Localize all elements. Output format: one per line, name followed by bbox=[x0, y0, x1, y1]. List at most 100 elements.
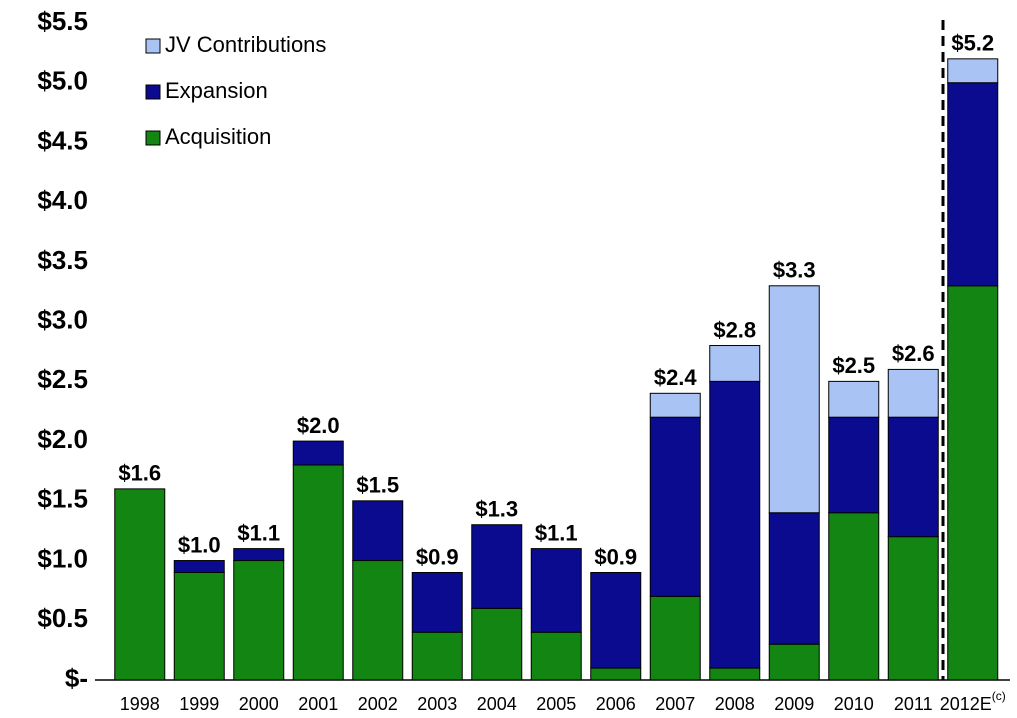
total-label: $2.4 bbox=[654, 365, 698, 390]
legend-label: Acquisition bbox=[165, 124, 271, 149]
bar-segment bbox=[828, 512, 880, 681]
total-label: $1.5 bbox=[356, 473, 399, 498]
y-tick-label: $2.0 bbox=[37, 424, 88, 454]
category: 1999 bbox=[179, 694, 219, 714]
bar-segment bbox=[768, 643, 820, 681]
bar-segment bbox=[530, 548, 582, 633]
x-tick-label: 2006 bbox=[596, 694, 636, 714]
bar-segment bbox=[173, 571, 225, 681]
legend-label: Expansion bbox=[165, 78, 268, 103]
total-label: $1.6 bbox=[118, 461, 161, 486]
bar-segment bbox=[649, 416, 701, 597]
x-tick-label: 2003 bbox=[417, 694, 457, 714]
bar-segment bbox=[471, 524, 523, 609]
x-tick-label: 2001 bbox=[298, 694, 338, 714]
category: 2008 bbox=[715, 694, 755, 714]
category: 2005 bbox=[536, 694, 576, 714]
category: 1998 bbox=[120, 694, 160, 714]
bar-segment bbox=[292, 440, 344, 466]
bar-segment bbox=[887, 368, 939, 418]
total-label: $3.3 bbox=[773, 258, 816, 283]
x-tick-label: 2002 bbox=[358, 694, 398, 714]
bar-segment bbox=[590, 667, 642, 681]
legend-label: JV Contributions bbox=[165, 32, 326, 57]
category: 2003 bbox=[417, 694, 457, 714]
x-tick-label: 2010 bbox=[834, 694, 874, 714]
y-tick-label: $3.0 bbox=[37, 305, 88, 335]
total-label: $1.1 bbox=[237, 520, 280, 545]
legend-swatch bbox=[145, 130, 161, 146]
x-tick-label: 2007 bbox=[655, 694, 695, 714]
total-label: $2.8 bbox=[713, 317, 756, 342]
total-label: $0.9 bbox=[594, 544, 637, 569]
bar-segment bbox=[173, 560, 225, 573]
y-tick-label: $3.5 bbox=[37, 245, 88, 275]
bar-segment bbox=[709, 345, 761, 382]
bar-segment bbox=[590, 571, 642, 669]
x-tick-label: 2011 bbox=[894, 694, 933, 714]
bar-segment bbox=[649, 392, 701, 418]
category: 2001 bbox=[298, 694, 338, 714]
total-label: $1.3 bbox=[475, 497, 518, 522]
bar-segment bbox=[233, 560, 285, 681]
bar-segment bbox=[828, 380, 880, 418]
bar-segment bbox=[233, 548, 285, 562]
x-tick-label: 2000 bbox=[239, 694, 279, 714]
y-tick-label: $4.5 bbox=[37, 125, 88, 155]
y-tick-label: $1.5 bbox=[37, 484, 88, 514]
total-label: $0.9 bbox=[416, 544, 459, 569]
bar-segment bbox=[828, 416, 880, 514]
bar-segment bbox=[709, 380, 761, 669]
bar-segment bbox=[471, 607, 523, 681]
category: 2007 bbox=[655, 694, 695, 714]
bar-segment bbox=[947, 58, 999, 84]
bar-segment bbox=[887, 536, 939, 681]
category-superscript: (c) bbox=[992, 689, 1006, 703]
total-label: $2.0 bbox=[297, 413, 340, 438]
bar-segment bbox=[768, 512, 820, 645]
bar-segment bbox=[411, 571, 463, 633]
legend-swatch bbox=[145, 84, 161, 100]
bar-segment bbox=[887, 416, 939, 538]
y-tick-label: $- bbox=[65, 663, 88, 693]
category: 2010 bbox=[834, 694, 874, 714]
total-label: $2.5 bbox=[832, 353, 875, 378]
bar-segment bbox=[947, 285, 999, 681]
y-tick-label: $4.0 bbox=[37, 185, 88, 215]
x-tick-label: 2005 bbox=[536, 694, 576, 714]
bar-segment bbox=[352, 560, 404, 681]
category: 2009 bbox=[774, 694, 814, 714]
bar-segment bbox=[292, 464, 344, 681]
bar-segment bbox=[768, 285, 820, 514]
x-tick-label: 1998 bbox=[120, 694, 160, 714]
category: 2004 bbox=[477, 694, 517, 714]
total-label: $1.0 bbox=[178, 532, 221, 557]
category: 2012E bbox=[940, 694, 992, 714]
y-tick-label: $5.5 bbox=[37, 6, 88, 36]
x-tick-label: 1999 bbox=[179, 694, 219, 714]
category: 2000 bbox=[239, 694, 279, 714]
y-tick-label: $5.0 bbox=[37, 66, 88, 96]
bar-segment bbox=[114, 488, 166, 681]
total-label: $2.6 bbox=[892, 341, 935, 366]
x-tick-label: 2004 bbox=[477, 694, 517, 714]
category: 2006 bbox=[596, 694, 636, 714]
category: 2002 bbox=[358, 694, 398, 714]
y-tick-label: $1.0 bbox=[37, 543, 88, 573]
total-label: $1.1 bbox=[535, 520, 578, 545]
x-tick-label: 2008 bbox=[715, 694, 755, 714]
category: 2011 bbox=[894, 694, 933, 714]
y-tick-label: $2.5 bbox=[37, 364, 88, 394]
bar-segment bbox=[352, 500, 404, 562]
bar-segment bbox=[947, 82, 999, 287]
total-label: $5.2 bbox=[951, 31, 994, 56]
legend-swatch bbox=[145, 38, 161, 54]
bar-segment bbox=[411, 631, 463, 681]
bar-segment bbox=[649, 595, 701, 681]
bar-segment bbox=[530, 631, 582, 681]
y-tick-label: $0.5 bbox=[37, 603, 88, 633]
x-tick-label: 2009 bbox=[774, 694, 814, 714]
x-tick-label: 2012E(c) bbox=[940, 689, 1006, 714]
bar-segment bbox=[709, 667, 761, 681]
